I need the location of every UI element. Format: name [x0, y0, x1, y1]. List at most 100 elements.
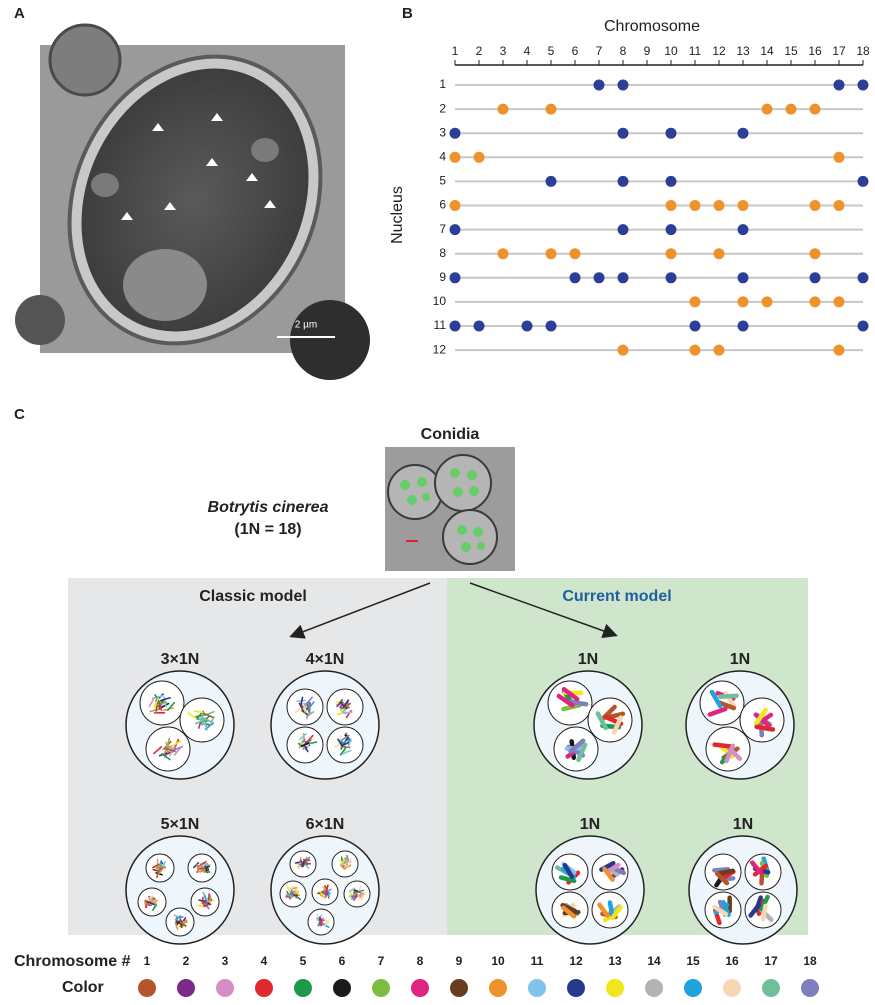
legend-swatch — [606, 979, 624, 997]
x-tick-label: 18 — [856, 44, 870, 58]
legend-number: 17 — [764, 954, 778, 968]
legend-number: 7 — [378, 954, 385, 968]
dot — [858, 176, 869, 187]
legend-number: 4 — [261, 954, 268, 968]
panel-label: A — [14, 5, 25, 22]
dot — [450, 200, 461, 211]
legend-number: 5 — [300, 954, 307, 968]
chromosome — [720, 871, 733, 873]
x-tick-label: 16 — [808, 44, 822, 58]
legend-swatch — [489, 979, 507, 997]
cell — [536, 836, 644, 944]
legend-swatch — [801, 979, 819, 997]
dot — [666, 176, 677, 187]
dot — [738, 128, 749, 139]
dot — [450, 321, 461, 332]
y-tick-label: 3 — [439, 125, 446, 139]
dot — [738, 296, 749, 307]
legend-color-label: Color — [62, 979, 104, 996]
dot — [594, 80, 605, 91]
chromosome — [610, 903, 612, 916]
dot — [834, 152, 845, 163]
classic-box — [68, 578, 447, 935]
legend-swatch — [372, 979, 390, 997]
legend-swatch — [411, 979, 429, 997]
legend-swatch — [138, 979, 156, 997]
x-tick-label: 6 — [572, 44, 579, 58]
dot — [762, 296, 773, 307]
cell — [271, 671, 379, 779]
legend-swatch — [684, 979, 702, 997]
cell-label: 1N — [578, 651, 598, 668]
dot — [546, 248, 557, 259]
x-tick-label: 1 — [452, 44, 459, 58]
scale-bar-label: 2 µm — [295, 320, 317, 331]
x-tick-label: 10 — [664, 44, 678, 58]
y-tick-label: 2 — [439, 101, 446, 115]
dot — [666, 272, 677, 283]
dot — [762, 104, 773, 115]
dot — [834, 345, 845, 356]
cell-label: 5×1N — [161, 816, 200, 833]
x-tick-label: 17 — [832, 44, 846, 58]
dot — [594, 272, 605, 283]
chromosome — [360, 891, 361, 897]
dot — [666, 128, 677, 139]
legend-swatch — [723, 979, 741, 997]
micrograph: 2 µm — [15, 15, 370, 385]
legend-swatch — [567, 979, 585, 997]
cell-label: 3×1N — [161, 651, 200, 668]
legend-number: 2 — [183, 954, 190, 968]
cell — [689, 836, 797, 944]
chromosome — [763, 906, 765, 919]
dot — [858, 80, 869, 91]
conidia-image — [385, 447, 515, 571]
cell-label: 4×1N — [306, 651, 345, 668]
y-tick-label: 7 — [439, 222, 446, 236]
legend-number: 15 — [686, 954, 700, 968]
dot — [450, 272, 461, 283]
legend-swatch — [645, 979, 663, 997]
chromosome — [176, 917, 182, 918]
dot — [810, 248, 821, 259]
dot — [498, 104, 509, 115]
dot — [738, 224, 749, 235]
y-tick-label: 1 — [439, 77, 446, 91]
ploidy: (1N = 18) — [234, 521, 301, 538]
dot — [858, 321, 869, 332]
cell-label: 1N — [580, 816, 600, 833]
dot — [666, 200, 677, 211]
chromosome — [715, 745, 731, 747]
dot — [474, 152, 485, 163]
x-tick-label: 11 — [689, 44, 702, 58]
chromosome — [199, 868, 205, 869]
chromosome — [210, 896, 211, 902]
dot — [834, 80, 845, 91]
y-tick-label: 4 — [439, 149, 446, 163]
dot — [810, 272, 821, 283]
species-name: Botrytis cinerea — [208, 499, 329, 516]
y-tick-label: 10 — [433, 294, 447, 308]
dot — [450, 128, 461, 139]
legend-swatch — [450, 979, 468, 997]
y-tick-label: 6 — [439, 198, 446, 212]
legend-swatch — [294, 979, 312, 997]
dot — [810, 104, 821, 115]
dot — [618, 176, 629, 187]
x-tick-label: 13 — [736, 44, 750, 58]
x-tick-label: 12 — [712, 44, 726, 58]
legend-number: 11 — [531, 954, 544, 968]
legend-swatch — [177, 979, 195, 997]
dot — [714, 200, 725, 211]
dot — [714, 248, 725, 259]
dot — [690, 345, 701, 356]
y-tick-label: 5 — [439, 174, 446, 188]
x-tick-label: 15 — [784, 44, 798, 58]
legend-number: 18 — [803, 954, 817, 968]
legend-number: 9 — [456, 954, 463, 968]
dot — [618, 272, 629, 283]
dot — [618, 128, 629, 139]
y-axis-title: Nucleus — [389, 186, 406, 244]
dot — [498, 248, 509, 259]
dot — [546, 176, 557, 187]
